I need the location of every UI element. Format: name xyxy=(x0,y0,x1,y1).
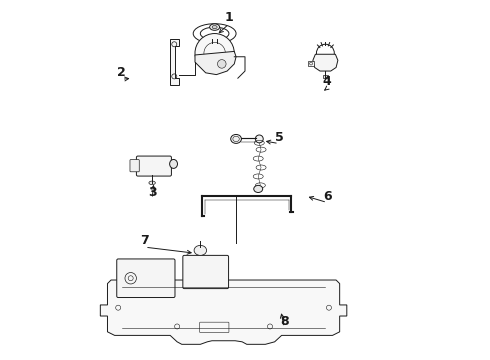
Ellipse shape xyxy=(212,26,217,29)
Circle shape xyxy=(218,60,226,68)
Ellipse shape xyxy=(254,185,263,193)
Ellipse shape xyxy=(194,246,207,255)
Polygon shape xyxy=(170,39,179,85)
Text: 6: 6 xyxy=(323,190,331,203)
FancyBboxPatch shape xyxy=(130,159,139,172)
Text: 7: 7 xyxy=(141,234,149,247)
Text: 4: 4 xyxy=(323,75,332,88)
Text: 2: 2 xyxy=(118,66,126,79)
Polygon shape xyxy=(100,280,347,344)
Ellipse shape xyxy=(210,24,220,30)
Text: 5: 5 xyxy=(274,131,283,144)
Text: 3: 3 xyxy=(148,186,156,199)
Bar xyxy=(308,62,314,66)
Text: 8: 8 xyxy=(280,315,289,328)
FancyBboxPatch shape xyxy=(117,259,175,297)
Ellipse shape xyxy=(149,181,155,185)
Polygon shape xyxy=(313,54,338,71)
FancyBboxPatch shape xyxy=(136,156,171,176)
Ellipse shape xyxy=(231,134,242,143)
Ellipse shape xyxy=(255,135,263,143)
Bar xyxy=(322,75,328,78)
Polygon shape xyxy=(195,51,236,75)
Text: 1: 1 xyxy=(224,11,233,24)
Circle shape xyxy=(195,33,234,73)
FancyBboxPatch shape xyxy=(183,255,228,289)
Ellipse shape xyxy=(170,159,177,168)
